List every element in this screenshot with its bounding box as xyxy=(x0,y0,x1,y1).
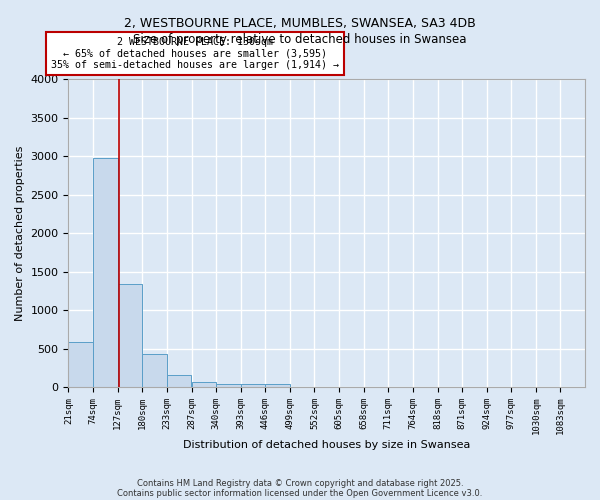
Bar xyxy=(216,384,241,387)
Bar xyxy=(265,384,290,387)
Bar xyxy=(68,342,93,387)
Text: 2, WESTBOURNE PLACE, MUMBLES, SWANSEA, SA3 4DB: 2, WESTBOURNE PLACE, MUMBLES, SWANSEA, S… xyxy=(124,18,476,30)
Bar xyxy=(241,384,265,387)
Text: Contains HM Land Registry data © Crown copyright and database right 2025.: Contains HM Land Registry data © Crown c… xyxy=(137,478,463,488)
Bar xyxy=(93,158,118,387)
Text: Contains public sector information licensed under the Open Government Licence v3: Contains public sector information licen… xyxy=(118,488,482,498)
Bar xyxy=(118,284,142,387)
Y-axis label: Number of detached properties: Number of detached properties xyxy=(15,146,25,320)
Text: Size of property relative to detached houses in Swansea: Size of property relative to detached ho… xyxy=(133,32,467,46)
Bar xyxy=(142,354,167,387)
Bar xyxy=(191,382,216,387)
X-axis label: Distribution of detached houses by size in Swansea: Distribution of detached houses by size … xyxy=(183,440,470,450)
Text: 2 WESTBOURNE PLACE: 130sqm
← 65% of detached houses are smaller (3,595)
35% of s: 2 WESTBOURNE PLACE: 130sqm ← 65% of deta… xyxy=(51,36,339,70)
Bar xyxy=(167,375,191,387)
